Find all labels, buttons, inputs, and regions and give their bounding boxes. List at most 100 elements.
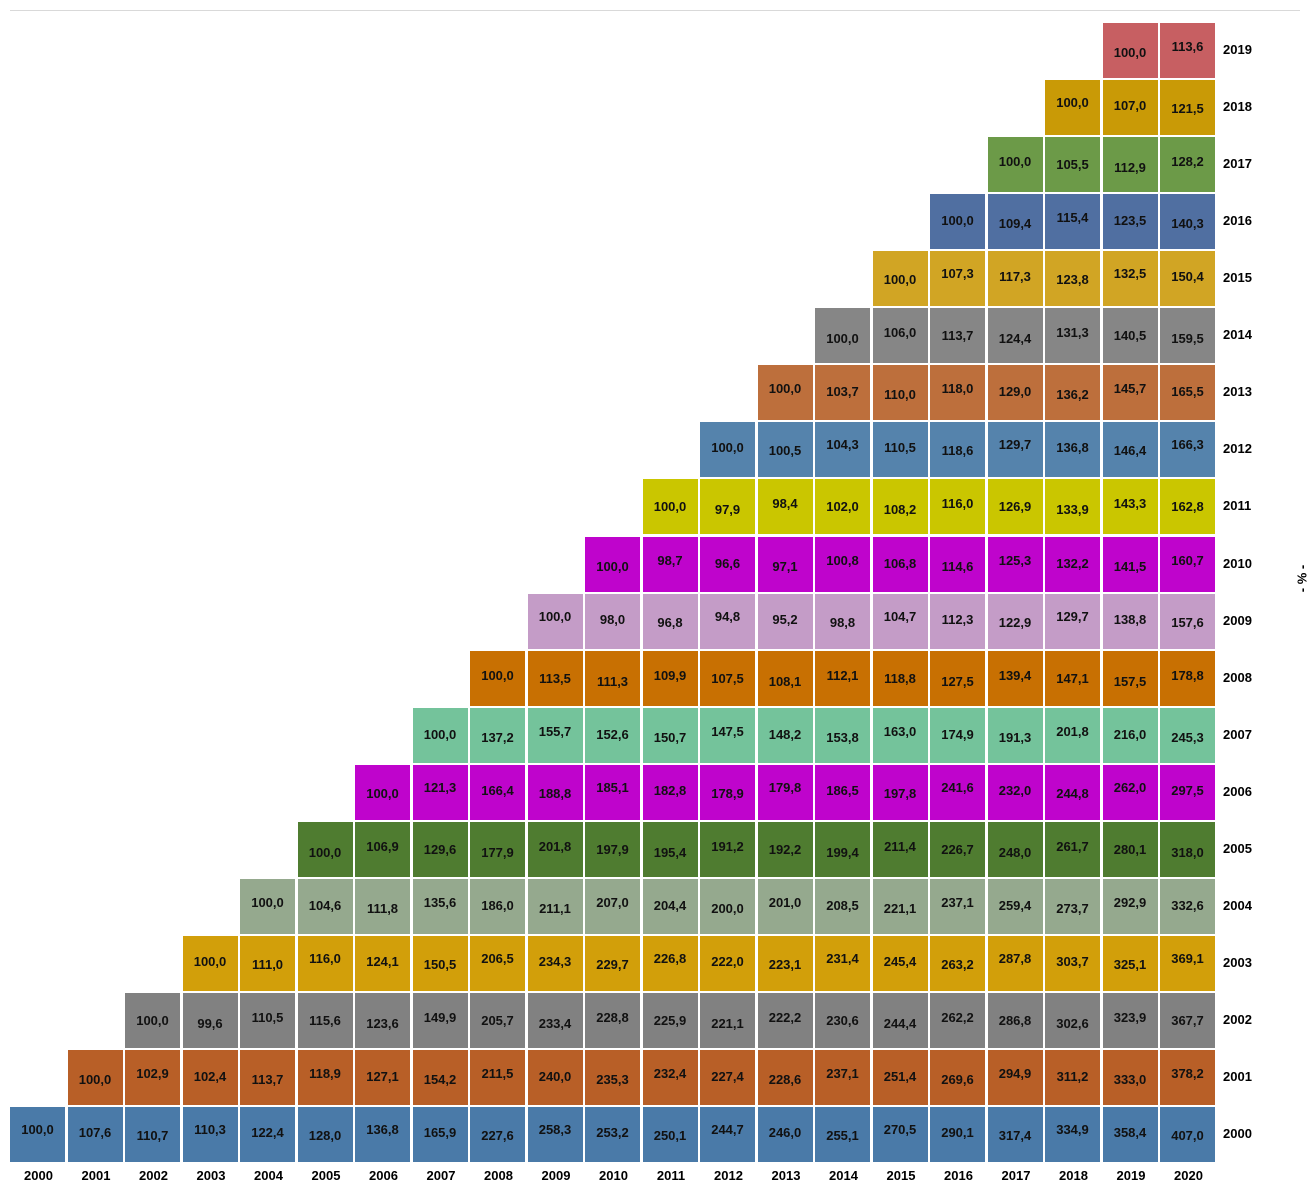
column-label: 2006 — [369, 1168, 398, 1183]
cell-value-label: 94,8 — [714, 608, 741, 624]
heatmap-cell: 135,6 — [412, 878, 468, 934]
heatmap-cell: 114,6 — [930, 536, 985, 592]
heatmap-cell: 228,6 — [757, 1049, 813, 1105]
heatmap-cell: 121,5 — [1160, 80, 1215, 136]
heatmap-cell: 113,5 — [527, 650, 583, 706]
heatmap-cell: 108,2 — [872, 479, 928, 535]
cell-value-label: 106,9 — [366, 838, 399, 854]
heatmap-cell: 100,0 — [470, 650, 525, 706]
cell-value-label: 143,3 — [1113, 496, 1147, 512]
heatmap-cell: 163,0 — [872, 707, 928, 763]
heatmap-cell: 132,2 — [1045, 536, 1100, 592]
cell-value-label: 186,0 — [481, 897, 514, 913]
heatmap-cell: 100,0 — [240, 878, 295, 934]
heatmap-cell: 177,9 — [470, 821, 525, 877]
heatmap-cell: 103,7 — [815, 365, 870, 421]
cell-value-label: 201,8 — [1056, 723, 1089, 739]
cell-value-label: 107,6 — [78, 1125, 112, 1140]
cell-value-label: 191,3 — [998, 729, 1032, 745]
heatmap-cell: 311,2 — [1045, 1049, 1100, 1105]
cell-value-label: 123,5 — [1113, 213, 1147, 229]
cell-value-label: 206,5 — [481, 950, 514, 966]
cell-value-label: 237,1 — [826, 1065, 859, 1081]
cell-value-label: 127,5 — [941, 673, 974, 689]
heatmap-cell: 107,5 — [700, 650, 755, 706]
heatmap-cell: 95,2 — [757, 593, 813, 649]
heatmap-cell: 124,4 — [987, 308, 1043, 364]
cell-value-label: 294,9 — [998, 1065, 1032, 1081]
cell-value-label: 216,0 — [1113, 726, 1147, 742]
cell-value-label: 237,1 — [941, 894, 974, 910]
cell-value-label: 263,2 — [941, 956, 974, 972]
column-label: 2013 — [771, 1168, 801, 1183]
heatmap-cell: 127,5 — [930, 650, 985, 706]
cell-value-label: 162,8 — [1171, 499, 1204, 515]
cell-value-label: 104,7 — [883, 608, 917, 624]
row-label: 2005 — [1223, 840, 1252, 856]
heatmap-cell: 211,5 — [470, 1049, 525, 1105]
heatmap-cell: 111,0 — [240, 935, 295, 991]
column-label: 2010 — [599, 1168, 628, 1183]
cell-value-label: 111,0 — [251, 956, 284, 972]
heatmap-cell: 132,5 — [1102, 251, 1158, 307]
heatmap-cell: 273,7 — [1045, 878, 1100, 934]
heatmap-cell: 297,5 — [1160, 764, 1215, 820]
cell-value-label: 146,4 — [1113, 443, 1147, 459]
cell-value-label: 227,4 — [711, 1068, 744, 1084]
heatmap-cell: 323,9 — [1102, 992, 1158, 1048]
cell-value-label: 118,6 — [941, 443, 974, 459]
heatmap-cell: 150,5 — [412, 935, 468, 991]
row-label: 2013 — [1223, 384, 1252, 400]
heatmap-cell: 115,4 — [1045, 194, 1100, 250]
heatmap-cell: 269,6 — [930, 1049, 985, 1105]
cell-value-label: 261,7 — [1056, 838, 1089, 854]
cell-value-label: 154,2 — [423, 1071, 457, 1087]
cell-value-label: 122,9 — [998, 614, 1032, 630]
column-label: 2008 — [484, 1168, 513, 1183]
heatmap-cell: 117,3 — [987, 251, 1043, 307]
heatmap-cell: 98,7 — [642, 536, 698, 592]
cell-value-label: 123,6 — [366, 1015, 399, 1031]
cell-value-label: 98,4 — [772, 496, 798, 512]
cell-value-label: 201,8 — [538, 838, 572, 854]
row-label: 2003 — [1223, 954, 1252, 970]
cell-value-label: 100,0 — [423, 726, 457, 742]
cell-value-label: 229,7 — [596, 956, 629, 972]
heatmap-cell: 127,1 — [355, 1049, 410, 1105]
cell-value-label: 132,2 — [1056, 555, 1089, 571]
heatmap-cell: 303,7 — [1045, 935, 1100, 991]
cell-value-label: 136,2 — [1056, 387, 1089, 403]
heatmap-cell: 333,0 — [1102, 1049, 1158, 1105]
heatmap-cell: 147,1 — [1045, 650, 1100, 706]
column-label: 2009 — [541, 1168, 571, 1183]
row-label: 2001 — [1223, 1068, 1252, 1084]
heatmap-cell: 106,9 — [355, 821, 410, 877]
heatmap-cell: 302,6 — [1045, 992, 1100, 1048]
heatmap-cell: 157,6 — [1160, 593, 1215, 649]
heatmap-cell: 102,4 — [182, 1049, 238, 1105]
cell-value-label: 137,2 — [481, 729, 514, 745]
heatmap-cell: 153,8 — [815, 707, 870, 763]
heatmap-cell: 334,9 — [1045, 1107, 1100, 1162]
heatmap-cell: 98,4 — [757, 479, 813, 535]
heatmap-cell: 124,1 — [355, 935, 410, 991]
heatmap-cell: 102,0 — [815, 479, 870, 535]
heatmap-cell: 367,7 — [1160, 992, 1215, 1048]
cell-value-label: 186,5 — [826, 782, 859, 798]
cell-value-label: 136,8 — [366, 1122, 399, 1137]
cell-value-label: 200,0 — [711, 900, 744, 916]
row-label: 2015 — [1223, 270, 1252, 286]
column-label: 2004 — [254, 1168, 283, 1183]
heatmap-cell: 113,6 — [1160, 23, 1215, 79]
column-label: 2012 — [714, 1168, 743, 1183]
cell-value-label: 208,5 — [826, 897, 859, 913]
heatmap-cell: 138,8 — [1102, 593, 1158, 649]
heatmap-cell: 221,1 — [872, 878, 928, 934]
heatmap-cell: 112,1 — [815, 650, 870, 706]
heatmap-cell: 104,3 — [815, 422, 870, 478]
column-label: 2015 — [886, 1168, 916, 1183]
heatmap-cell: 294,9 — [987, 1049, 1043, 1105]
cell-value-label: 248,0 — [998, 844, 1032, 860]
cell-value-label: 262,2 — [941, 1009, 974, 1025]
column-label: 2020 — [1174, 1168, 1203, 1183]
